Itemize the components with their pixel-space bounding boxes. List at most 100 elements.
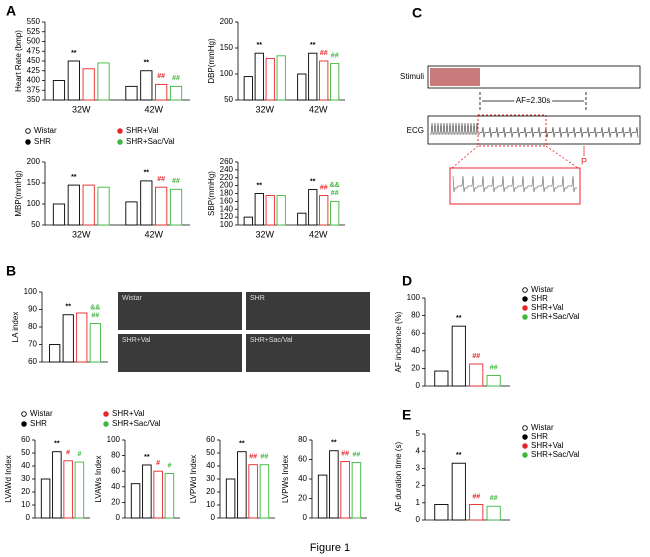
y-tick-label: 200 [220, 17, 234, 26]
stimuli-box [427, 65, 641, 89]
y-tick-label: 100 [24, 287, 38, 296]
ecg-label: ECG [407, 126, 424, 135]
y-tick-label: 80 [111, 451, 120, 460]
bar [308, 52, 318, 101]
y-tick-label: 40 [111, 482, 120, 491]
bar [142, 464, 152, 519]
echo-label: SHR [250, 295, 265, 302]
legend-marker [117, 128, 123, 134]
y-tick-label: 30 [21, 474, 30, 483]
y-tick-label: 60 [206, 435, 215, 444]
echo-image [118, 292, 242, 330]
caption: Figure 1 [310, 542, 350, 554]
ecg-panel: Stimuli AF=2.30s ECG P [400, 65, 641, 205]
legend-marker [522, 287, 528, 293]
legend-label: SHR [531, 294, 548, 303]
y-tick-label: 90 [28, 305, 37, 314]
bar [469, 363, 484, 387]
panel-label: B [6, 263, 16, 279]
bar [169, 188, 183, 226]
legend-marker [522, 443, 528, 449]
significance: ** [310, 178, 316, 185]
y-tick-label: 20 [206, 487, 215, 496]
legend-label: Wistar [531, 285, 554, 294]
bar [76, 312, 88, 363]
x-tick-label: 32W [255, 104, 274, 114]
y-tick-label: 20 [298, 494, 307, 503]
bar [248, 464, 258, 519]
significance: ## [331, 190, 339, 197]
bar [67, 60, 80, 101]
bar [82, 184, 95, 226]
bar [451, 325, 466, 387]
echo-images: Wistar SHR SHR+Val SHR+Sac/Val [118, 292, 370, 372]
significance: ## [91, 312, 99, 319]
bar [63, 460, 73, 519]
y-tick-label: 0 [116, 513, 121, 522]
y-tick-label: 525 [27, 27, 41, 36]
bar [329, 450, 339, 519]
legend-label: SHR+Sac/Val [126, 137, 175, 146]
panel-label: C [412, 5, 422, 21]
echo-image [246, 292, 370, 330]
y-tick-label: 60 [28, 357, 37, 366]
significance: # [156, 460, 160, 467]
legend-marker [21, 411, 27, 417]
y-axis-label: AF incidence (%) [394, 311, 403, 372]
legend-marker [522, 452, 528, 458]
significance: ## [341, 450, 349, 457]
y-tick-label: 0 [26, 513, 31, 522]
y-tick-label: 200 [27, 157, 41, 166]
legend-label: SHR+Sac/Val [112, 419, 161, 428]
significance: && [330, 182, 340, 189]
y-axis-label: Heart Rate (bmp) [14, 30, 23, 92]
legend-label: SHR+Val [531, 303, 564, 312]
y-axis-label: MBP(mmHg) [14, 170, 23, 217]
significance: ** [257, 42, 263, 49]
legend-label: SHR+Sac/Val [531, 450, 580, 459]
y-tick-label: 40 [206, 461, 215, 470]
significance: ** [71, 50, 77, 57]
legend-marker [25, 128, 31, 134]
significance: ## [331, 52, 339, 59]
significance: ## [472, 353, 480, 360]
bar [297, 212, 307, 226]
y-tick-label: 120 [220, 212, 234, 221]
echo-label: SHR+Val [122, 337, 151, 344]
bar [265, 57, 275, 101]
y-tick-label: 0 [211, 513, 216, 522]
y-tick-label: 475 [27, 46, 41, 55]
x-tick-label: 42W [309, 104, 328, 114]
ecg-trace [430, 122, 639, 138]
bar [486, 374, 501, 387]
y-tick-label: 425 [27, 66, 41, 75]
bar [254, 52, 264, 101]
bar [40, 478, 51, 519]
bar [62, 314, 74, 363]
legend-label: SHR [34, 137, 51, 146]
bar [319, 195, 329, 226]
y-tick-label: 400 [27, 76, 41, 85]
significance: ** [144, 60, 150, 67]
significance: # [77, 451, 81, 458]
y-axis-label: LVAWs Index [94, 456, 103, 503]
legend-label: Wistar [531, 423, 554, 432]
y-tick-label: 1 [416, 498, 421, 507]
bar [469, 504, 484, 521]
bar [486, 505, 501, 521]
bar [67, 184, 80, 226]
bar [451, 462, 466, 521]
stimuli-label: Stimuli [400, 72, 424, 81]
bar [52, 203, 66, 226]
significance: ** [310, 42, 316, 49]
bar [82, 68, 95, 101]
bar [297, 73, 307, 101]
y-tick-label: 50 [224, 95, 233, 104]
bar [434, 370, 449, 387]
bar [330, 200, 340, 226]
legend-marker [25, 139, 31, 145]
bar [125, 201, 138, 226]
legend-label: SHR [30, 419, 47, 428]
legend-label: SHR+Val [112, 409, 145, 418]
